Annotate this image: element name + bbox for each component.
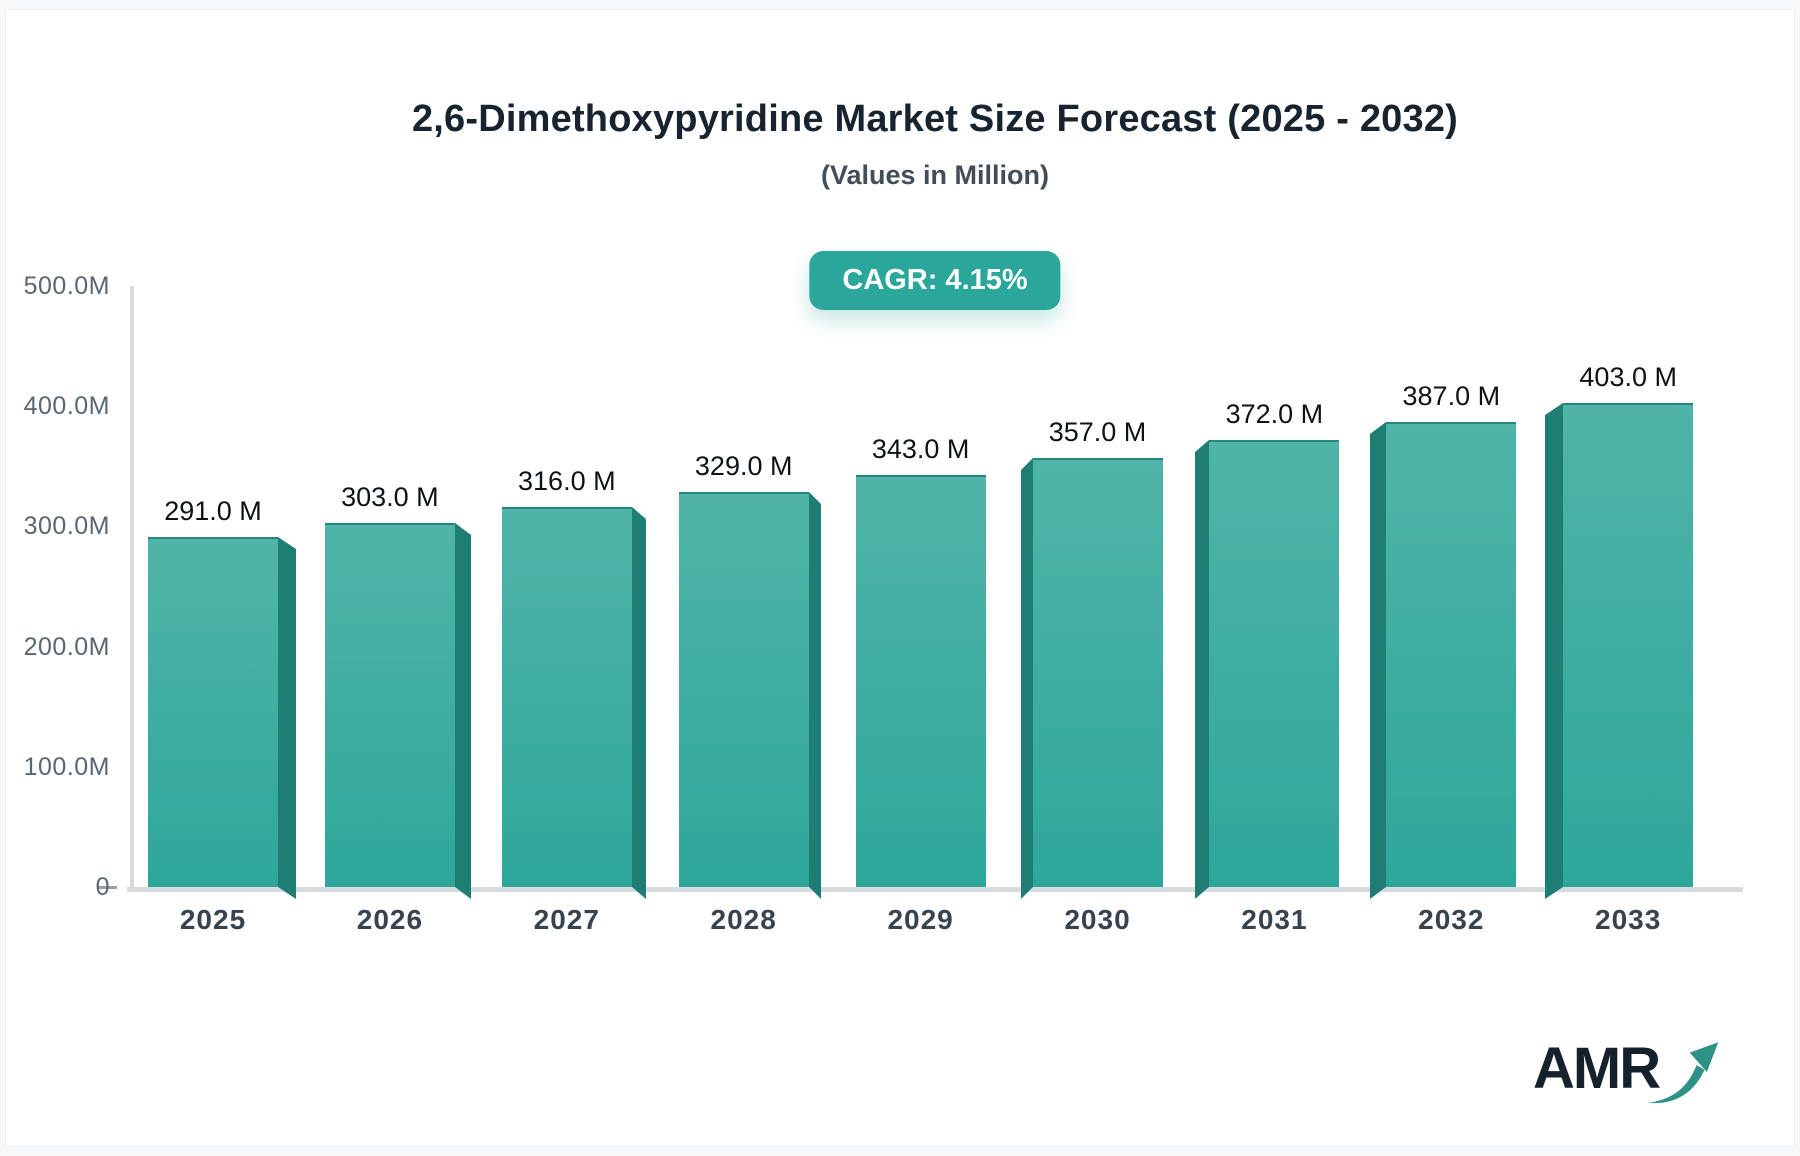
chart-subtitle: (Values in Million) — [820, 160, 1050, 190]
bar-3d-side-2031 — [1195, 440, 1209, 899]
y-axis-label: 200.0M — [23, 632, 110, 661]
y-axis-label: 500.0M — [23, 272, 110, 300]
bar-3d-side-2025 — [278, 537, 296, 899]
bar-3d-side-2032 — [1370, 422, 1386, 899]
bar-2026[interactable] — [325, 523, 455, 887]
bar-value-label: 403.0 M — [1579, 362, 1677, 392]
y-axis-label: 400.0M — [23, 392, 110, 421]
bar-2031[interactable] — [1209, 440, 1339, 887]
chart-title: 2,6-Dimethoxypyridine Market Size Foreca… — [411, 98, 1459, 140]
zero-tick-mark — [99, 886, 117, 889]
bar-2025[interactable] — [148, 537, 278, 887]
x-axis-label: 2028 — [710, 904, 777, 935]
amr-logo-text: AMR — [1533, 1036, 1661, 1101]
bar-2030[interactable] — [1033, 458, 1163, 887]
x-axis-label: 2027 — [533, 904, 600, 935]
bar-2032[interactable] — [1386, 422, 1516, 887]
bar-2028[interactable] — [679, 492, 809, 887]
cagr-badge: CAGR: 4.15% — [809, 251, 1061, 310]
bar-2027[interactable] — [502, 507, 632, 887]
bar-value-label: 372.0 M — [1225, 399, 1324, 429]
bar-value-label: 291.0 M — [164, 496, 262, 526]
x-axis-label: 2029 — [887, 904, 954, 935]
bar-3d-side-2033 — [1545, 403, 1563, 899]
y-axis-label: 100.0M — [23, 752, 110, 781]
x-axis-label: 2030 — [1064, 904, 1131, 935]
x-axis-label: 2026 — [356, 904, 424, 935]
bar-3d-side-2027 — [632, 507, 646, 899]
bar-value-label: 316.0 M — [518, 466, 616, 496]
x-axis-label: 2033 — [1595, 904, 1662, 935]
bar-2029[interactable] — [856, 475, 986, 887]
bar-value-label: 303.0 M — [341, 482, 439, 512]
x-axis-label: 2032 — [1418, 904, 1485, 935]
trending-up-arrow-icon — [1648, 1042, 1719, 1104]
bar-value-label: 343.0 M — [871, 434, 970, 464]
bar-3d-side-2028 — [809, 492, 821, 899]
bar-2033[interactable] — [1563, 403, 1693, 887]
bar-value-label: 387.0 M — [1402, 381, 1501, 411]
x-axis-line — [127, 887, 1743, 892]
bar-value-label: 329.0 M — [694, 451, 793, 481]
bar-value-label: 357.0 M — [1048, 417, 1147, 447]
y-axis-label: 0 — [95, 873, 110, 901]
y-axis-line — [130, 286, 134, 892]
bar-3d-side-2026 — [455, 523, 471, 899]
amr-logo: AMR — [1533, 1040, 1721, 1104]
y-axis-label: 300.0M — [23, 512, 110, 541]
x-axis-label: 2025 — [179, 904, 247, 935]
bar-3d-side-2030 — [1021, 458, 1033, 899]
x-axis-label: 2031 — [1241, 904, 1308, 935]
